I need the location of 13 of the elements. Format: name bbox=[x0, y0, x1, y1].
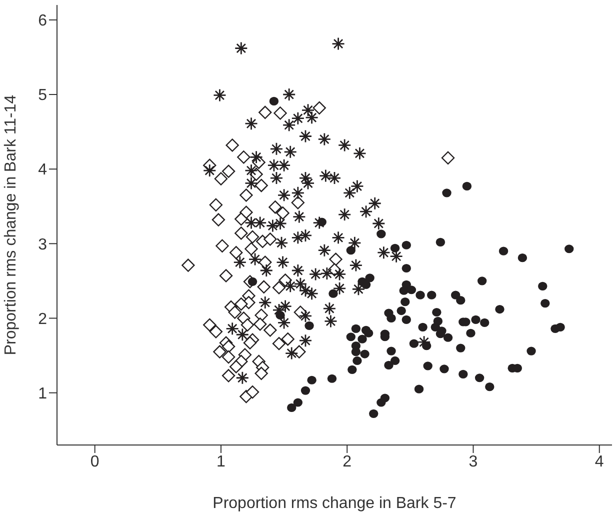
x-tick-label: 3 bbox=[468, 453, 478, 470]
y-tick-label: 2 bbox=[38, 310, 48, 328]
y-tick-label: 6 bbox=[38, 12, 48, 30]
x-tick-label: 2 bbox=[342, 453, 352, 470]
y-tick-label: 1 bbox=[38, 385, 48, 402]
x-tick-label: 0 bbox=[90, 453, 100, 470]
y-tick-label: 3 bbox=[38, 236, 48, 254]
y-tick-label: 4 bbox=[38, 162, 48, 179]
y-tick-label: 5 bbox=[38, 87, 48, 104]
x-tick-label: 4 bbox=[594, 453, 604, 470]
x-tick-label: 1 bbox=[216, 453, 226, 470]
x-axis-title: Proportion rms change in Bark 5-7 bbox=[212, 495, 456, 512]
y-axis-title: Proportion rms change in Bark 11-14 bbox=[2, 94, 20, 356]
